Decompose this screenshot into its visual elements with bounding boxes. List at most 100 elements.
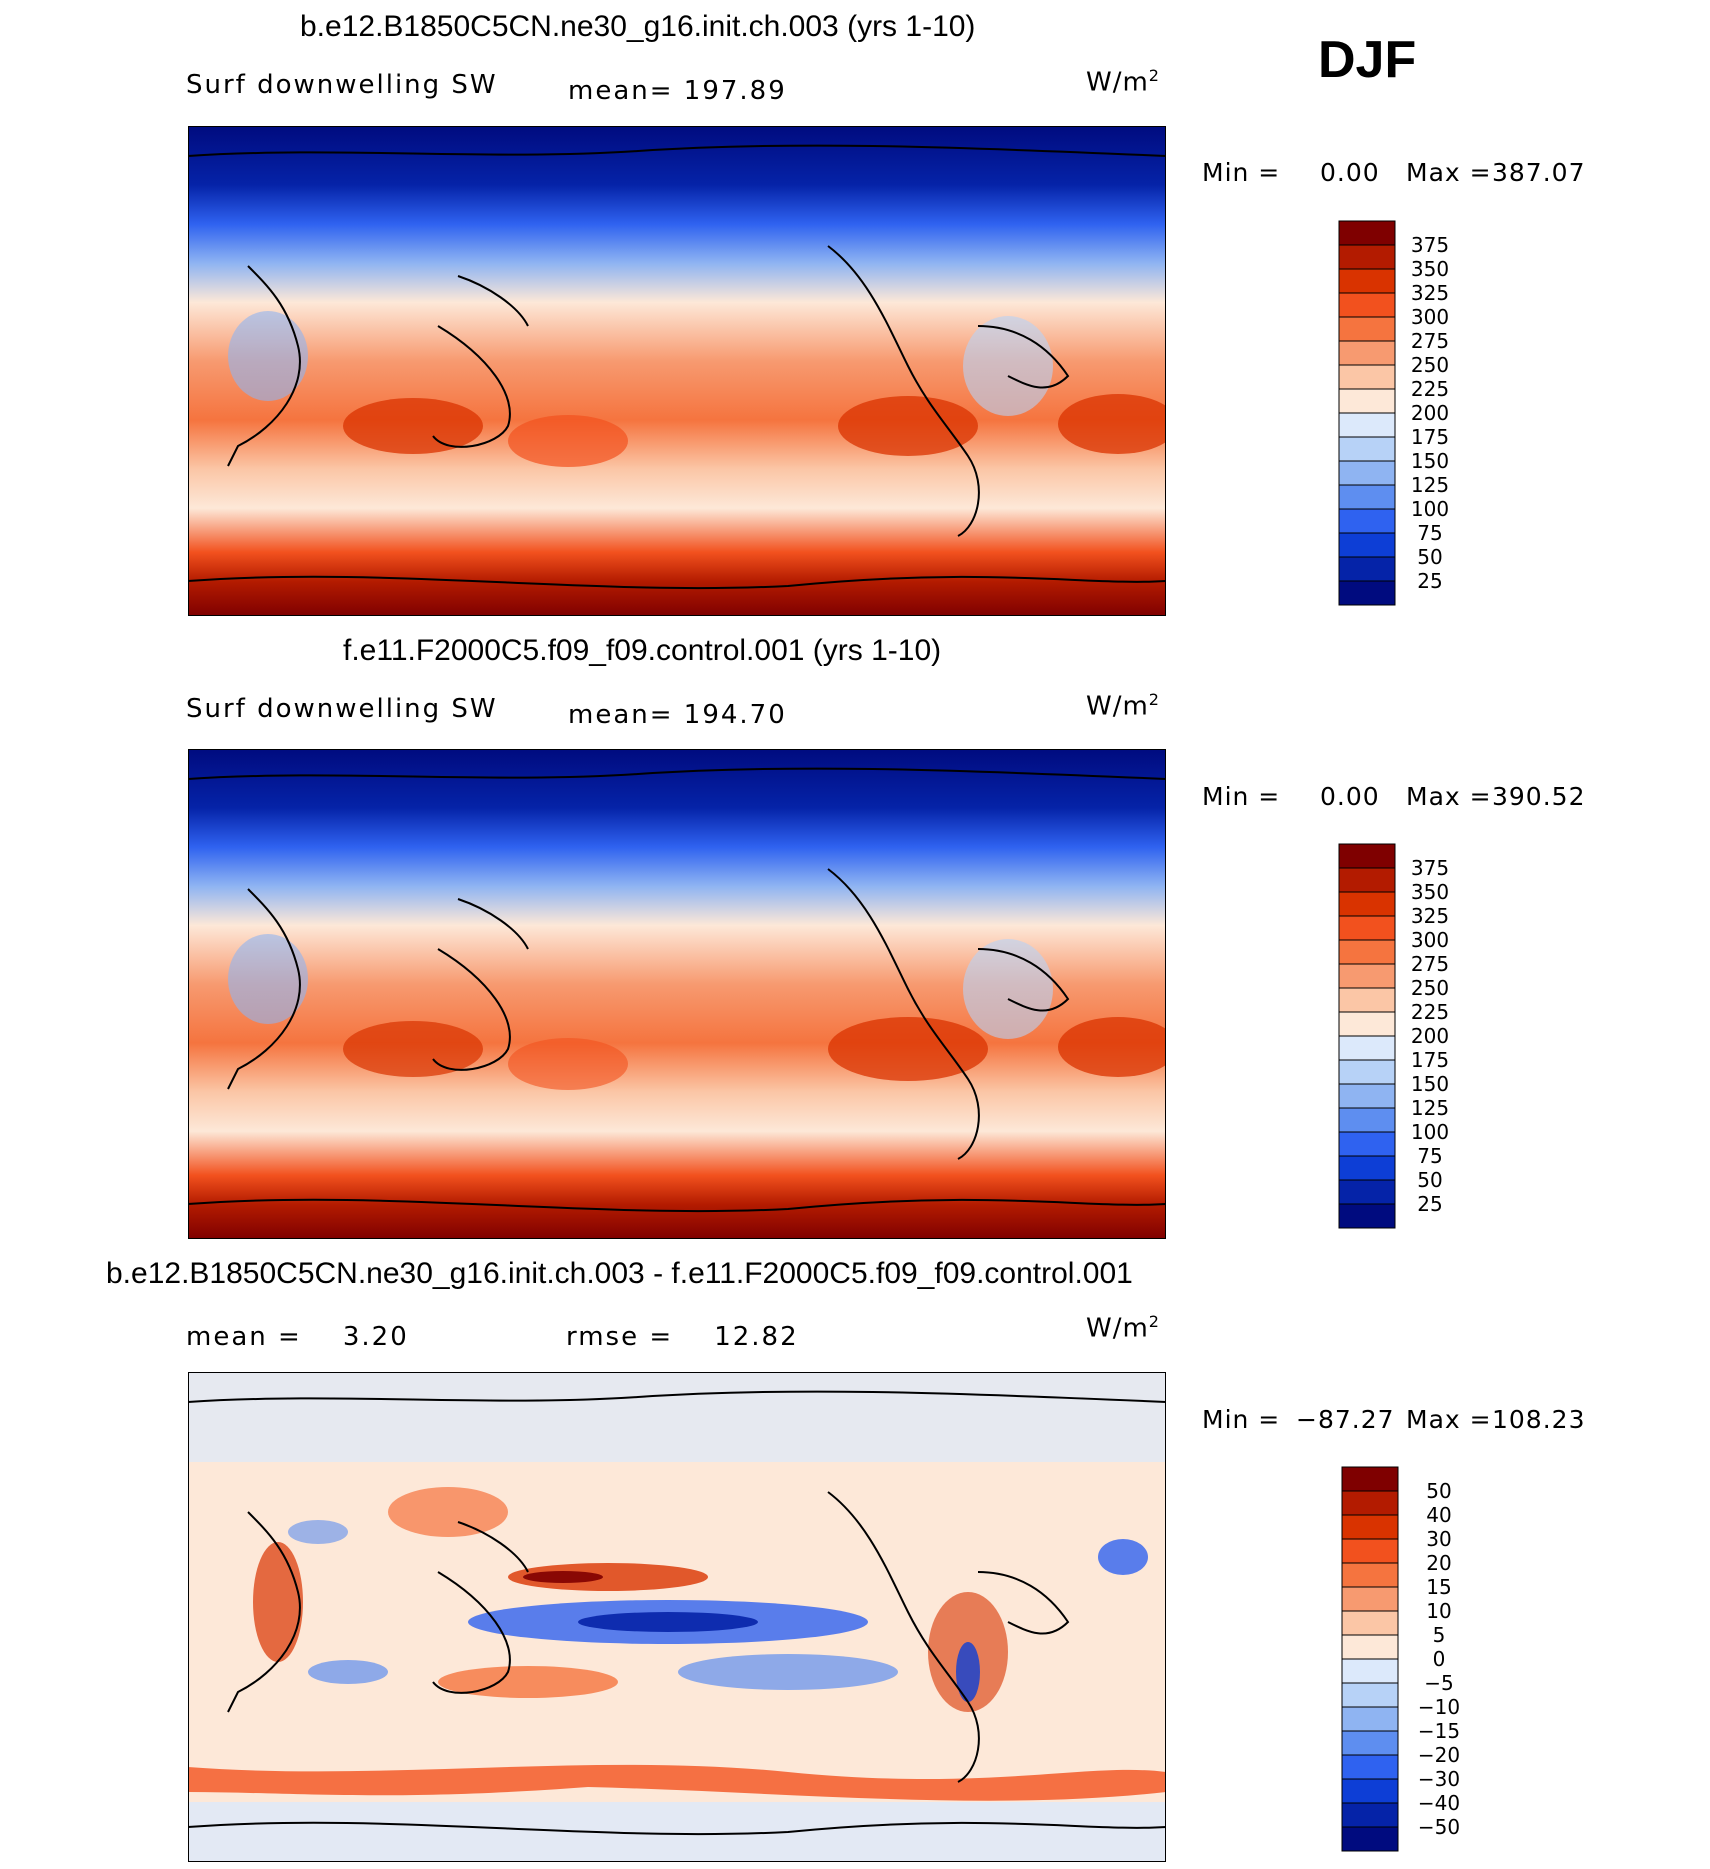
panel-1-colorbar-tick-label: 150: [1411, 449, 1449, 473]
panel-2-colorbar-box: [1338, 1107, 1396, 1133]
panel-2-mean-label: mean= 194.70: [568, 700, 787, 730]
panel-2-colorbar-tick-label: 125: [1411, 1096, 1449, 1120]
panel-1-colorbar-tick-label: 350: [1411, 257, 1449, 281]
panel-1-colorbar-box: [1338, 460, 1396, 486]
panel-2-max-label: Max =: [1406, 782, 1492, 811]
panel-2-colorbar-tick-label: 100: [1411, 1120, 1449, 1144]
panel-1-colorbar-box: [1338, 388, 1396, 414]
panel-1-colorbar-tick-label: 300: [1411, 305, 1449, 329]
panel-3-max-value: 108.23: [1492, 1405, 1586, 1434]
panel-1-colorbar-tick-label: 200: [1411, 401, 1449, 425]
panel-3-map: [188, 1372, 1166, 1862]
panel-3-rmse-label: rmse = 12.82: [566, 1322, 799, 1352]
panel-3-colorbar-tick-label: 5: [1433, 1623, 1446, 1647]
panel-3-colorbar-tick-label: 40: [1426, 1503, 1451, 1527]
panel-2-colorbar-tick-label: 375: [1411, 856, 1449, 880]
panel-1-colorbar-box: [1338, 580, 1396, 606]
panel-1-colorbar-boxes: [1338, 220, 1396, 606]
panel-3-colorbar-boxes: [1341, 1466, 1399, 1852]
panel-2-colorbar-box: [1338, 1203, 1396, 1229]
panel-3-colorbar-box: [1341, 1610, 1399, 1636]
panel-3-mean-label: mean = 3.20: [186, 1322, 409, 1352]
panel-1-colorbar-box: [1338, 220, 1396, 246]
panel-1-units: W/m2: [1086, 66, 1160, 98]
panel-2-colorbar-tick-label: 350: [1411, 880, 1449, 904]
panel-1-colorbar-box: [1338, 340, 1396, 366]
panel-2-map: [188, 749, 1166, 1239]
panel-3-colorbar-box: [1341, 1586, 1399, 1612]
panel-1-colorbar-box: [1338, 364, 1396, 390]
panel-2-colorbar-box: [1338, 1011, 1396, 1037]
panel-3-colorbar-box: [1341, 1634, 1399, 1660]
panel-1-colorbar-box: [1338, 436, 1396, 462]
panel-2-colorbar: 3753503253002752502252001751501251007550…: [1338, 843, 1449, 1229]
panel-3-colorbar-box: [1341, 1802, 1399, 1828]
panel-3-colorbar-tick-label: 50: [1426, 1479, 1451, 1503]
panel-1-colorbar-tick-label: 225: [1411, 377, 1449, 401]
panel-3-colorbar-tick-label: −20: [1418, 1743, 1460, 1767]
panel-2-coastlines: [188, 767, 1166, 1213]
panel-2-frame: [188, 749, 1166, 1239]
panel-3-colorbar-tick-label: −5: [1424, 1671, 1453, 1695]
panel-3-colorbar-tick-label: 15: [1426, 1575, 1451, 1599]
panel-1-mean-label: mean= 197.89: [568, 76, 787, 106]
panel-2-colorbar-tick-label: 225: [1411, 1000, 1449, 1024]
panel-1-colorbar-box: [1338, 292, 1396, 318]
panel-1-colorbar-tick-label: 25: [1417, 569, 1442, 593]
panel-1-coastlines: [188, 144, 1166, 590]
panel-2-colorbar-box: [1338, 1155, 1396, 1181]
panel-2-colorbar-box: [1338, 891, 1396, 917]
panel-2-colorbar-box: [1338, 939, 1396, 965]
panel-2-colorbar-box: [1338, 1131, 1396, 1157]
panel-3-colorbar-box: [1341, 1754, 1399, 1780]
panel-1-colorbar-box: [1338, 316, 1396, 342]
panel-3-colorbar-tick-label: 0: [1433, 1647, 1446, 1671]
panel-2-colorbar-tick-label: 300: [1411, 928, 1449, 952]
panel-3-colorbar-box: [1341, 1682, 1399, 1708]
panel-3-colorbar-tick-label: 30: [1426, 1527, 1451, 1551]
panel-3-colorbar-box: [1341, 1538, 1399, 1564]
panel-3-frame: [188, 1372, 1166, 1862]
panel-2-units: W/m2: [1086, 690, 1160, 722]
panel-3-colorbar-tick-label: −40: [1418, 1791, 1460, 1815]
panel-3-units: W/m2: [1086, 1312, 1160, 1344]
panel-3-colorbar-box: [1341, 1826, 1399, 1852]
panel-2-colorbar-tick-label: 200: [1411, 1024, 1449, 1048]
panel-1-colorbar-box: [1338, 508, 1396, 534]
panel-1-colorbar-tick-label: 175: [1411, 425, 1449, 449]
panel-1-colorbar-box: [1338, 556, 1396, 582]
panel-3-colorbar-tick-label: 20: [1426, 1551, 1451, 1575]
panel-2-colorbar-tick-label: 25: [1417, 1192, 1442, 1216]
panel-1-min-value: 0.00: [1320, 158, 1380, 187]
panel-1-max-label: Max =: [1406, 158, 1492, 187]
panel-1-colorbar-tick-label: 75: [1417, 521, 1442, 545]
panel-3-colorbar-box: [1341, 1490, 1399, 1516]
panel-1-map: [188, 126, 1166, 616]
panel-1-variable-label: Surf downwelling SW: [186, 70, 498, 100]
panel-3-min-value: −87.27: [1296, 1405, 1395, 1434]
panel-3-min-label: Min =: [1202, 1405, 1281, 1434]
panel-1-colorbar-tick-label: 50: [1417, 545, 1442, 569]
panel-2-colorbar-tick-label: 75: [1417, 1144, 1442, 1168]
panel-1-colorbar-tick-label: 375: [1411, 233, 1449, 257]
panel-3-coastlines: [188, 1390, 1166, 1836]
panel-2-colorbar-tick-label: 325: [1411, 904, 1449, 928]
panel-1-frame: [188, 126, 1166, 616]
panel-2-colorbar-box: [1338, 987, 1396, 1013]
panel-1-colorbar-tick-label: 325: [1411, 281, 1449, 305]
panel-1-colorbar-box: [1338, 484, 1396, 510]
panel-1-colorbar: 3753503253002752502252001751501251007550…: [1338, 220, 1449, 606]
panel-2-colorbar-tick-label: 250: [1411, 976, 1449, 1000]
panel-3-colorbar-box: [1341, 1778, 1399, 1804]
panel-1-colorbar-tick-label: 250: [1411, 353, 1449, 377]
panel-2-colorbar-tick-label: 175: [1411, 1048, 1449, 1072]
panel-2-variable-label: Surf downwelling SW: [186, 694, 498, 724]
panel-1-colorbar-box: [1338, 412, 1396, 438]
panel-2-colorbar-box: [1338, 843, 1396, 869]
panel-1-colorbar-tick-label: 125: [1411, 473, 1449, 497]
panel-3-colorbar-box: [1341, 1466, 1399, 1492]
panel-3-colorbar-box: [1341, 1514, 1399, 1540]
panel-1-min-label: Min =: [1202, 158, 1281, 187]
panel-3-max-label: Max =: [1406, 1405, 1492, 1434]
